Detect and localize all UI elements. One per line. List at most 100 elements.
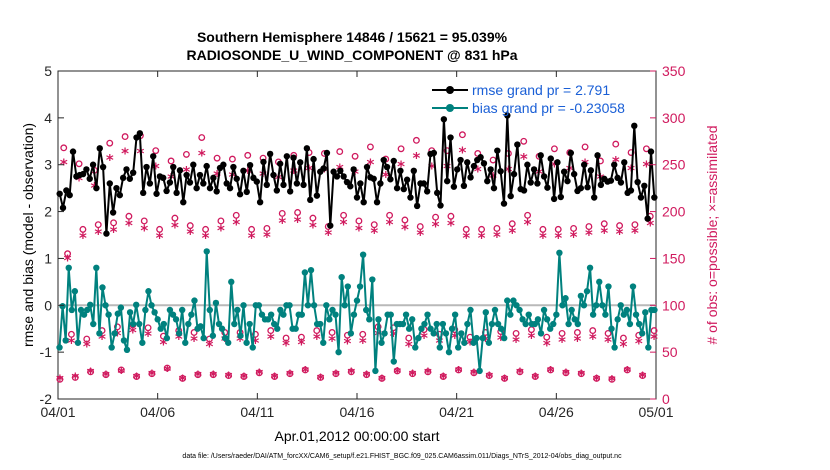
y-tick-label-left: 0 [44, 297, 52, 313]
possible-obs-point [516, 368, 524, 376]
bias-point [166, 306, 174, 314]
rmse-point [647, 148, 655, 155]
bias-point [399, 320, 407, 328]
x-tick-label: 04/06 [140, 404, 175, 420]
legend-bias-label: bias grand pr = -0.23058 [472, 100, 625, 116]
possible-obs-point [182, 150, 190, 158]
rmse-point [86, 175, 93, 182]
possible-obs-point [363, 371, 371, 379]
rmse-point [330, 168, 337, 175]
assimilated-obs-point: * [562, 366, 570, 384]
assimilated-obs-point: * [631, 224, 639, 242]
bias-point [562, 295, 569, 302]
bias-point [494, 320, 502, 328]
assimilated-obs-point: * [455, 363, 463, 381]
rmse-point [627, 187, 635, 194]
bias-point [455, 344, 462, 351]
assimilated-obs-point: * [98, 330, 106, 348]
assimilated-obs-point: * [225, 368, 233, 386]
bias-point [461, 339, 468, 346]
possible-obs-point [251, 330, 259, 338]
rmse-point [253, 178, 260, 185]
possible-obs-point [336, 148, 344, 156]
bias-point [433, 320, 440, 328]
assimilated-obs-point: * [405, 338, 413, 356]
assimilated-obs-point: * [355, 221, 363, 239]
bias-point [326, 316, 333, 323]
bias-point [387, 311, 394, 318]
assimilated-obs-point: * [493, 228, 501, 246]
possible-obs-point [558, 329, 566, 337]
assimilated-obs-point: * [343, 335, 351, 353]
rmse-point [203, 162, 210, 170]
bias-point [93, 264, 100, 271]
possible-obs-point [286, 370, 294, 378]
possible-obs-point [144, 324, 152, 332]
rmse-point [587, 167, 595, 174]
rmse-point [173, 189, 180, 197]
bias-point [209, 332, 217, 339]
assimilated-obs-point: * [616, 225, 624, 243]
assimilated-obs-point: * [267, 330, 275, 348]
rmse-point [286, 188, 294, 195]
rmse-point [123, 166, 130, 173]
bias-point [405, 325, 413, 332]
bias-point [62, 337, 69, 344]
rmse-point [273, 187, 281, 194]
bias-point [445, 348, 453, 356]
bias-point [77, 306, 85, 314]
assimilated-obs-point: * [389, 327, 397, 345]
bias-point [568, 306, 575, 314]
bias-point [344, 283, 351, 290]
rmse-point [490, 184, 498, 192]
bias-point [99, 284, 106, 291]
rmse-point [66, 191, 73, 199]
bias-point [605, 283, 612, 290]
rmse-point [477, 154, 484, 161]
possible-obs-point [589, 327, 597, 335]
rmse-point [353, 194, 361, 201]
bias-point [519, 316, 526, 323]
rmse-point [260, 158, 267, 166]
rmse-point [373, 199, 381, 206]
possible-obs-point [106, 139, 114, 147]
possible-obs-point [297, 333, 305, 341]
rmse-point [109, 209, 117, 216]
assimilated-obs-point: * [359, 334, 367, 352]
assimilated-obs-point: * [378, 371, 386, 389]
bias-point [114, 310, 122, 317]
rmse-point [544, 184, 551, 191]
bias-point [148, 302, 155, 309]
assimilated-obs-point: * [512, 333, 520, 351]
assimilated-obs-point: * [466, 336, 474, 354]
rmse-point [166, 179, 174, 186]
bias-point [491, 306, 499, 314]
rmse-point [186, 179, 194, 186]
assimilated-obs-point: * [397, 158, 405, 176]
assimilated-obs-point: * [263, 228, 271, 246]
rmse-point [126, 175, 134, 182]
possible-obs-point [612, 140, 620, 148]
possible-obs-point [309, 214, 317, 222]
rmse-point [176, 167, 184, 174]
possible-obs-point [524, 211, 532, 219]
bias-point [632, 311, 640, 318]
bias-series [56, 248, 658, 375]
bias-point [212, 299, 220, 307]
legend-bias-marker [446, 104, 454, 112]
possible-obs-point [547, 366, 555, 374]
rmse-point [464, 159, 471, 166]
possible-obs-point [359, 330, 367, 338]
rmse-point [500, 200, 508, 207]
bias-point [240, 302, 247, 309]
assimilated-obs-point: * [489, 169, 497, 187]
possible-obs-point [573, 329, 581, 336]
rmse-point [530, 166, 538, 173]
rmse-point [497, 168, 504, 175]
bias-point [504, 297, 511, 304]
assimilated-obs-point: * [370, 224, 378, 242]
rmse-point [607, 177, 615, 184]
rmse-point [444, 177, 451, 185]
rmse-point [510, 170, 518, 178]
rmse-point [96, 145, 103, 152]
